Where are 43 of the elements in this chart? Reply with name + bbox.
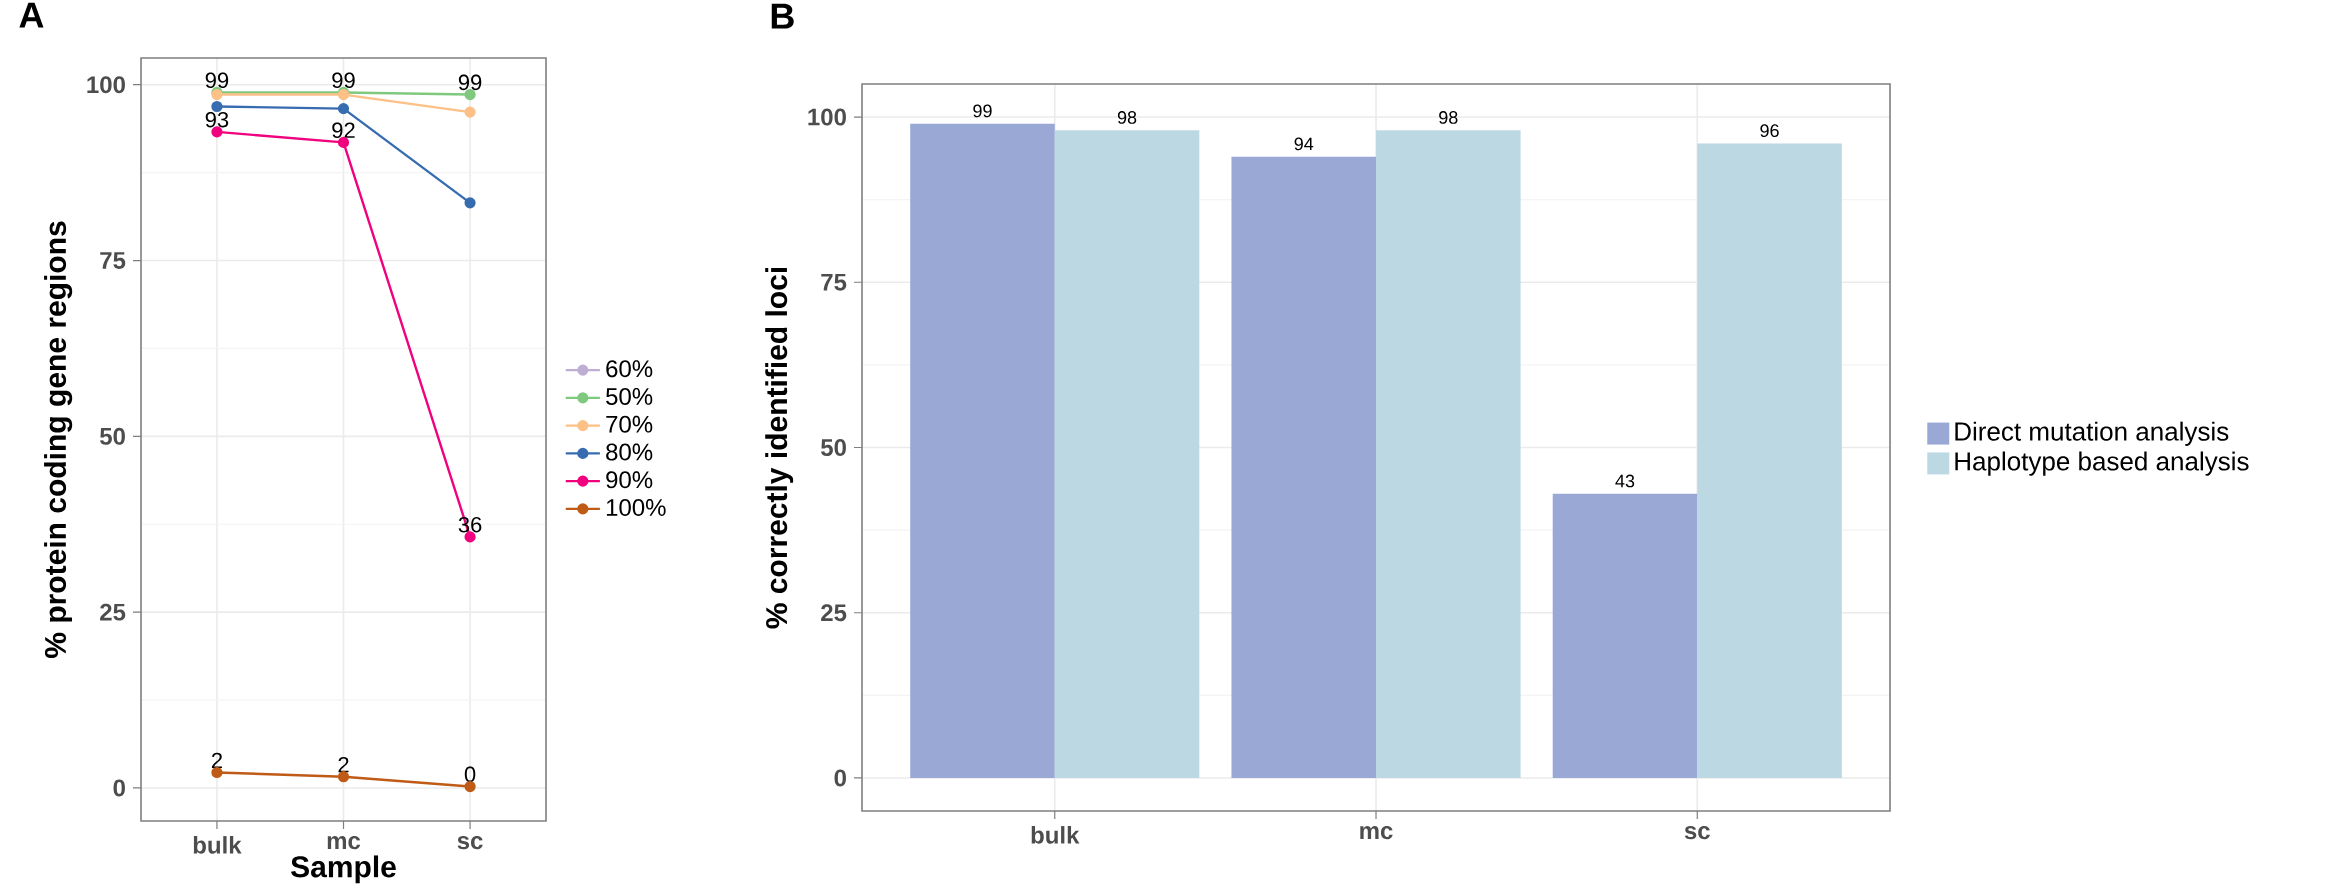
- y-tick-label: 25: [821, 604, 847, 622]
- y-tick-label: 0: [113, 779, 125, 797]
- data-label: 93: [205, 111, 229, 128]
- x-tick-label: sc: [1684, 826, 1710, 840]
- legend-label: 100%: [606, 499, 666, 516]
- y-tick-label: 100: [808, 108, 846, 126]
- y-tick-label: 100: [87, 76, 125, 94]
- chart-title: A: [19, 2, 44, 28]
- data-label: 0: [464, 766, 476, 783]
- data-label: 99: [973, 104, 992, 118]
- legend-label: 90%: [606, 471, 653, 489]
- y-tick-label: 50: [99, 427, 125, 445]
- y-tick-label: 25: [100, 603, 126, 621]
- x-tick-label: mc: [327, 836, 361, 850]
- data-label: 43: [1615, 474, 1635, 488]
- y-tick-label: 75: [100, 252, 126, 269]
- legend-label: 50%: [606, 387, 653, 405]
- data-label: 99: [332, 72, 355, 89]
- x-tick-label: sc: [457, 836, 483, 850]
- legend-label: Direct mutation analysis: [1955, 421, 2229, 446]
- x-axis-title: Sample: [291, 855, 396, 884]
- y-axis-title: % correctly identified loci: [765, 267, 794, 629]
- y-axis-title: % protein coding gene regions: [44, 221, 73, 658]
- data-label: 99: [205, 72, 229, 89]
- x-tick-label: mc: [1360, 826, 1393, 840]
- legend-label: Haplotype based analysis: [1955, 451, 2249, 476]
- data-label: 94: [1294, 137, 1314, 151]
- chart-title: B: [771, 3, 794, 29]
- data-label: 98: [1117, 111, 1137, 124]
- data-label: 92: [332, 122, 355, 138]
- data-label: 99: [458, 74, 482, 91]
- data-label: 98: [1439, 111, 1458, 124]
- y-tick-label: 0: [834, 769, 846, 787]
- data-label: 96: [1760, 124, 1779, 138]
- legend-label: 80%: [606, 443, 653, 461]
- legend-label: 70%: [606, 415, 653, 433]
- data-label: 2: [338, 756, 349, 773]
- legend-label: 60%: [606, 360, 653, 378]
- data-label: 2: [211, 752, 222, 769]
- y-tick-label: 75: [821, 273, 847, 291]
- y-tick-label: 50: [821, 439, 846, 456]
- x-tick-label: bulk: [1031, 826, 1080, 844]
- x-tick-label: bulk: [193, 836, 242, 854]
